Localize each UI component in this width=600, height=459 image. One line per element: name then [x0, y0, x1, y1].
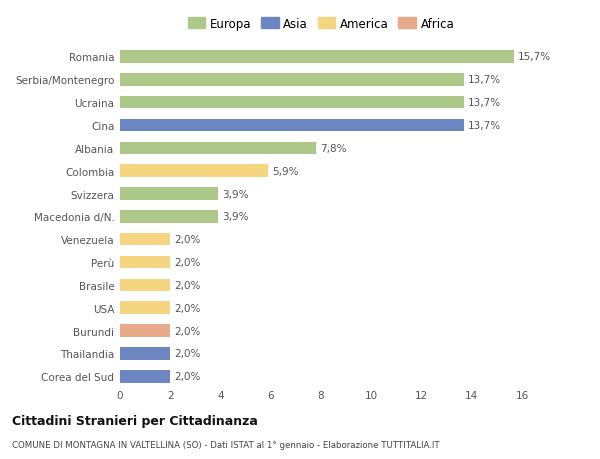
Bar: [120, 142, 316, 155]
Text: 5,9%: 5,9%: [272, 166, 299, 176]
Text: 2,0%: 2,0%: [174, 371, 200, 381]
Bar: [120, 325, 170, 337]
Text: 2,0%: 2,0%: [174, 235, 200, 245]
Bar: [120, 74, 464, 86]
Text: 13,7%: 13,7%: [468, 121, 501, 131]
Text: Cittadini Stranieri per Cittadinanza: Cittadini Stranieri per Cittadinanza: [12, 414, 258, 428]
Text: 2,0%: 2,0%: [174, 349, 200, 358]
Bar: [120, 165, 268, 178]
Text: 15,7%: 15,7%: [518, 52, 551, 62]
Text: 2,0%: 2,0%: [174, 303, 200, 313]
Text: 3,9%: 3,9%: [222, 189, 248, 199]
Bar: [120, 256, 170, 269]
Bar: [120, 370, 170, 383]
Text: COMUNE DI MONTAGNA IN VALTELLINA (SO) - Dati ISTAT al 1° gennaio - Elaborazione : COMUNE DI MONTAGNA IN VALTELLINA (SO) - …: [12, 441, 440, 449]
Bar: [120, 51, 514, 63]
Text: 2,0%: 2,0%: [174, 257, 200, 268]
Bar: [120, 97, 464, 109]
Text: 7,8%: 7,8%: [320, 144, 346, 153]
Bar: [120, 211, 218, 223]
Text: 13,7%: 13,7%: [468, 98, 501, 108]
Bar: [120, 347, 170, 360]
Bar: [120, 279, 170, 291]
Text: 3,9%: 3,9%: [222, 212, 248, 222]
Text: 2,0%: 2,0%: [174, 326, 200, 336]
Bar: [120, 234, 170, 246]
Text: 2,0%: 2,0%: [174, 280, 200, 290]
Text: 13,7%: 13,7%: [468, 75, 501, 85]
Bar: [120, 302, 170, 314]
Bar: [120, 188, 218, 200]
Bar: [120, 119, 464, 132]
Legend: Europa, Asia, America, Africa: Europa, Asia, America, Africa: [188, 17, 454, 31]
